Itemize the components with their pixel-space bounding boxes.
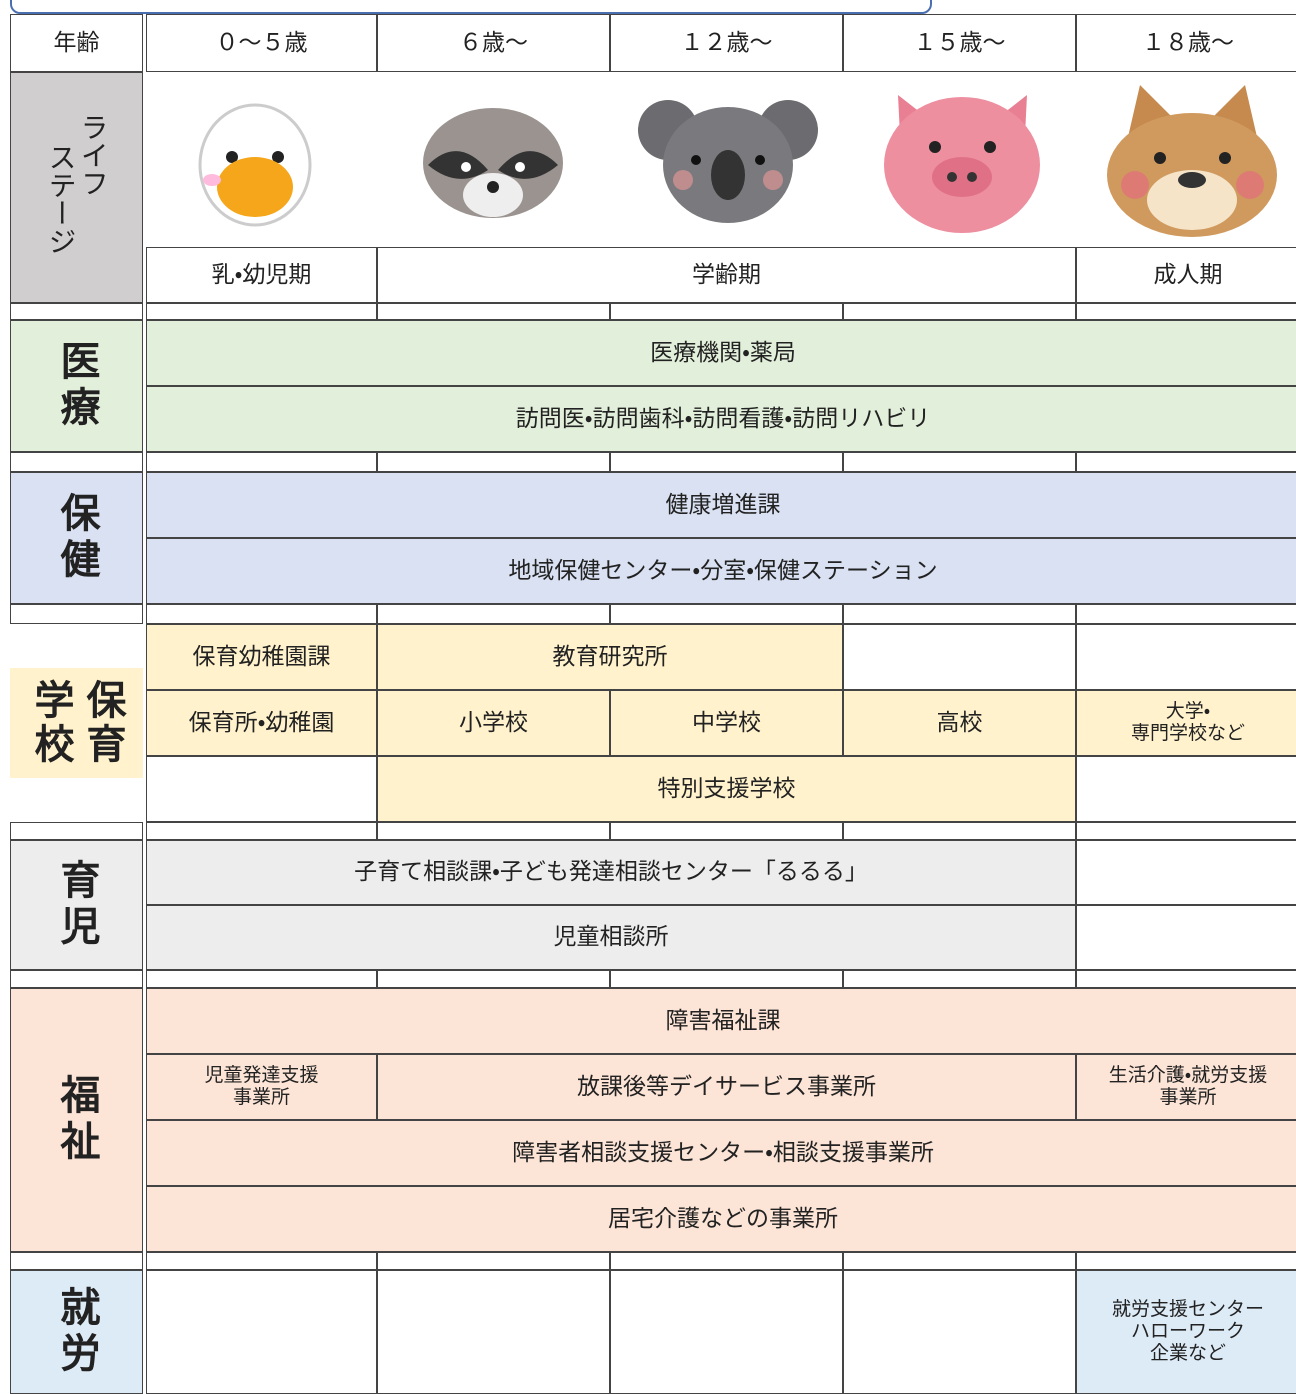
- spacer: [1076, 970, 1296, 988]
- empty-cell: [610, 1270, 843, 1394]
- spacer: [1076, 452, 1296, 472]
- spacer: [377, 822, 610, 840]
- spacer: [610, 452, 843, 472]
- age: １２歳～: [610, 14, 843, 72]
- spacer: [146, 1252, 377, 1270]
- spacer: [610, 1252, 843, 1270]
- section-label: 保育学校: [10, 668, 143, 778]
- spacer: [146, 970, 377, 988]
- spacer: [10, 970, 143, 988]
- empty-cell: [1076, 905, 1296, 970]
- spacer: [1076, 822, 1296, 840]
- service-cell: 保育幼稚園課: [146, 624, 377, 690]
- age-label: 年齢: [10, 14, 143, 72]
- service-cell: 居宅介護などの事業所: [146, 1186, 1296, 1252]
- spacer: [377, 604, 610, 624]
- spacer: [610, 970, 843, 988]
- spacer: [10, 822, 143, 840]
- spacer: [146, 303, 377, 320]
- raccoon-icon: [423, 108, 563, 218]
- spacer: [843, 303, 1076, 320]
- service-cell: 中学校: [610, 690, 843, 756]
- service-cell: 大学・ 専門学校など: [1076, 690, 1296, 756]
- spacer: [10, 604, 143, 624]
- empty-cell: [146, 756, 377, 822]
- empty-cell: [1076, 840, 1296, 905]
- section-label: 就労: [10, 1270, 143, 1394]
- life-stage: 成人期: [1076, 247, 1296, 303]
- spacer: [610, 604, 843, 624]
- service-cell: 放課後等デイサービス事業所: [377, 1054, 1076, 1120]
- spacer: [1076, 1252, 1296, 1270]
- section-label: 保健: [10, 472, 143, 604]
- pig-icon: [884, 95, 1040, 233]
- service-cell: 小学校: [377, 690, 610, 756]
- service-cell: 地域保健センター・分室・保健ステーション: [146, 538, 1296, 604]
- service-cell: 生活介護・就労支援 事業所: [1076, 1054, 1296, 1120]
- section-label: 医療: [10, 320, 143, 452]
- spacer: [843, 970, 1076, 988]
- empty-cell: [146, 1270, 377, 1394]
- spacer: [377, 970, 610, 988]
- spacer: [10, 1252, 143, 1270]
- service-cell: 児童発達支援 事業所: [146, 1054, 377, 1120]
- spacer: [10, 452, 143, 472]
- spacer: [377, 303, 610, 320]
- life-stage: 乳・幼児期: [146, 247, 377, 303]
- koala-icon: [638, 100, 818, 223]
- service-cell: 児童相談所: [146, 905, 1076, 970]
- spacer: [610, 822, 843, 840]
- spacer: [146, 822, 377, 840]
- life-stage-label-part: ライフ: [76, 113, 110, 197]
- age: １５歳～: [843, 14, 1076, 72]
- spacer: [610, 303, 843, 320]
- duck-icon: [198, 103, 312, 227]
- spacer: [146, 604, 377, 624]
- spacer: [1076, 303, 1296, 320]
- service-cell: 子育て相談課・子ども発達相談センター「るるる」: [146, 840, 1076, 905]
- service-cell: 障害者相談支援センター・相談支援事業所: [146, 1120, 1296, 1186]
- spacer: [843, 822, 1076, 840]
- decor-frame: [10, 0, 932, 14]
- service-cell: 就労支援センター ハローワーク 企業など: [1076, 1270, 1296, 1394]
- service-cell: 特別支援学校: [377, 756, 1076, 822]
- life-stage-label: ライフ ステージ: [10, 72, 143, 303]
- section-label: 福祉: [10, 988, 143, 1252]
- age: ０～５歳: [146, 14, 377, 72]
- empty-cell: [377, 1270, 610, 1394]
- spacer: [10, 303, 143, 320]
- service-cell: 健康増進課: [146, 472, 1296, 538]
- spacer: [1076, 604, 1296, 624]
- spacer: [843, 1252, 1076, 1270]
- spacer: [377, 1252, 610, 1270]
- service-cell: 高校: [843, 690, 1076, 756]
- age: １８歳～: [1076, 14, 1296, 72]
- service-cell: 訪問医・訪問歯科・訪問看護・訪問リハビリ: [146, 386, 1296, 452]
- spacer: [843, 604, 1076, 624]
- spacer: [843, 452, 1076, 472]
- service-cell: 障害福祉課: [146, 988, 1296, 1054]
- empty-cell: [843, 624, 1076, 690]
- empty-cell: [1076, 624, 1296, 690]
- empty-cell: [1076, 756, 1296, 822]
- life-stage: 学齢期: [377, 247, 1076, 303]
- empty-cell: [843, 1270, 1076, 1394]
- age: ６歳～: [377, 14, 610, 72]
- spacer: [377, 452, 610, 472]
- service-cell: 保育所・幼稚園: [146, 690, 377, 756]
- service-cell: 教育研究所: [377, 624, 843, 690]
- spacer: [146, 452, 377, 472]
- dog-icon: [1107, 85, 1277, 237]
- life-stage-label-part: ステージ: [44, 143, 78, 255]
- service-cell: 医療機関・薬局: [146, 320, 1296, 386]
- section-label: 育児: [10, 840, 143, 970]
